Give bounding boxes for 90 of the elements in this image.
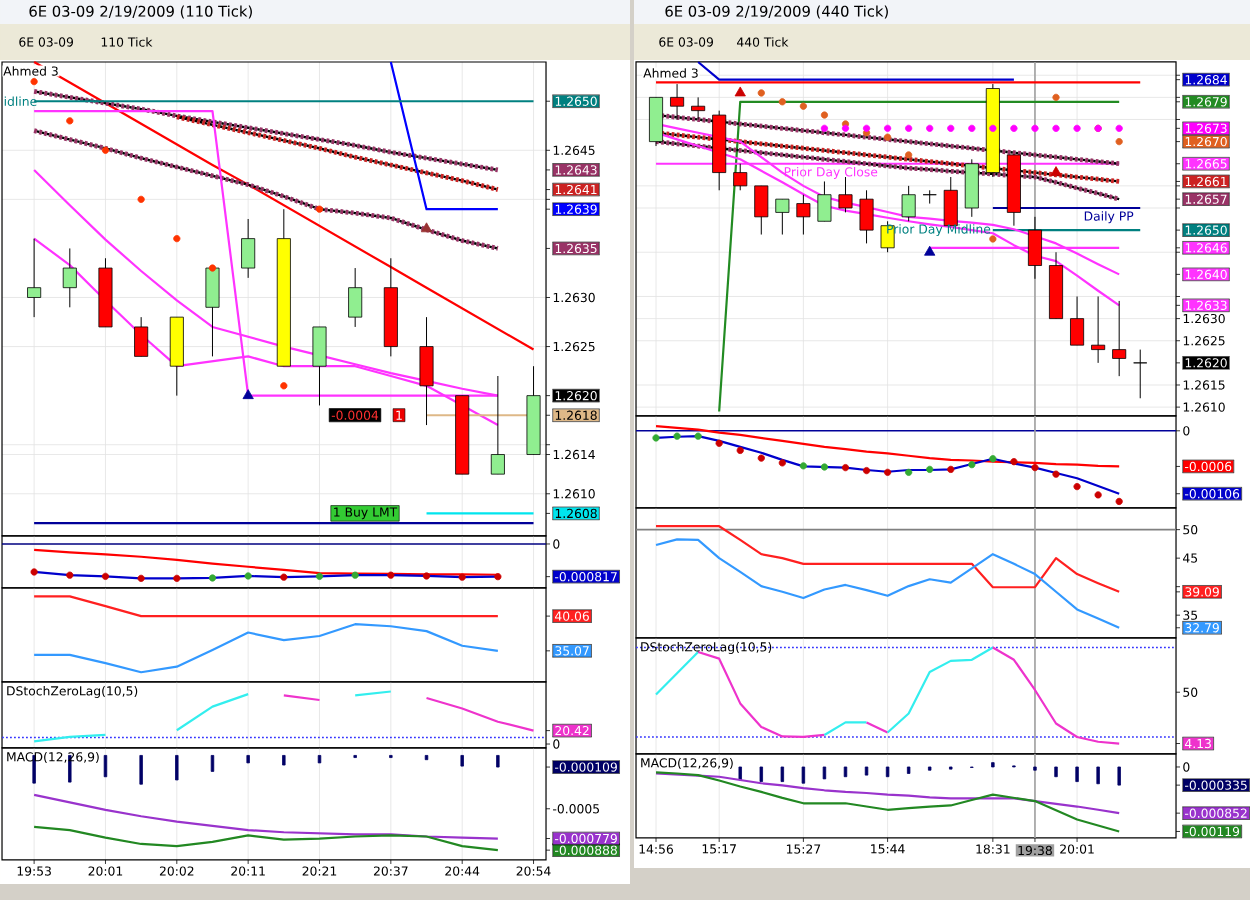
point [1031,464,1039,472]
point [757,454,765,462]
point [905,468,913,476]
line-series [31,128,501,251]
point [905,124,913,132]
point [1010,458,1018,466]
point [242,389,254,400]
point [173,235,181,243]
line-series [33,825,499,852]
candlestick [27,238,42,318]
point [926,124,934,132]
point [315,205,324,213]
candlestick [1133,349,1148,399]
point [924,245,936,256]
point [968,461,976,469]
point [1010,124,1018,132]
point [947,465,955,473]
point [841,464,850,472]
candlestick [62,247,77,308]
candlestick [205,267,220,357]
candlestick [1112,300,1127,377]
point [1052,93,1060,101]
point [1115,124,1123,132]
point [1073,124,1081,132]
candlestick [312,326,327,406]
point [862,466,871,475]
point [757,89,765,97]
point [968,124,976,132]
point [862,124,871,132]
line-series [425,696,535,732]
point [989,235,997,243]
candlestick [419,316,434,426]
candlestick [838,176,853,213]
point [30,78,38,86]
point [420,222,433,233]
point [101,146,110,154]
point [734,86,746,97]
point [778,459,786,467]
point [989,455,997,463]
point [1115,138,1123,146]
candlestick [1091,296,1106,364]
candlestick [922,189,937,205]
point [778,98,786,106]
point [1052,124,1060,132]
point [905,151,913,159]
candlestick [775,198,790,236]
candlestick [796,194,811,236]
point [1052,470,1060,478]
point [799,462,807,470]
candlestick [1070,296,1085,346]
point [1031,124,1039,132]
point [652,434,660,442]
line-series [654,538,1121,629]
point [280,382,288,390]
point [884,468,892,476]
candlestick [241,218,256,279]
point [137,195,145,203]
candlestick [754,185,769,236]
candlestick [134,316,149,357]
point [926,465,934,473]
line-series [991,646,1121,745]
point [66,117,74,125]
candlestick [733,163,748,191]
point [1073,483,1081,491]
point [694,432,702,440]
candlestick [1027,216,1042,280]
point [820,463,829,471]
point [1094,491,1102,499]
line-series [697,650,826,739]
point [820,111,829,119]
point [673,432,681,440]
point [799,102,807,110]
candlestick [943,176,958,227]
candlestick [348,267,363,328]
point [208,264,217,272]
point [947,124,955,132]
point [884,133,892,141]
point [1050,166,1062,176]
candlestick [817,180,832,222]
point [715,439,723,447]
point [736,446,744,454]
line-series [886,646,994,734]
point [884,124,892,132]
point [1115,497,1123,506]
candlestick [859,189,874,244]
candlestick [901,185,916,222]
line-series [33,623,499,674]
point [820,124,829,132]
point [989,124,997,132]
candlestick [490,375,505,475]
